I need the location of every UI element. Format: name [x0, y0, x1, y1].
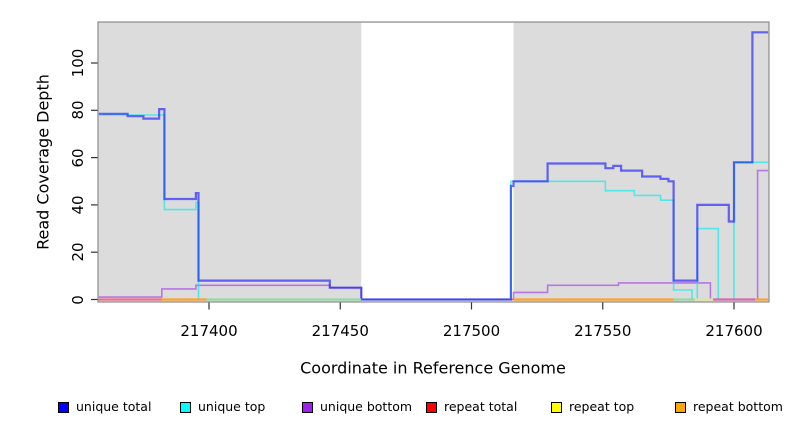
series-unique-total [98, 31, 769, 301]
y-tick-label: 40 [69, 195, 87, 215]
x-tick-label: 217500 [442, 322, 501, 340]
x-tick-label: 217550 [574, 322, 632, 340]
y-tick-label: 80 [69, 100, 87, 120]
series-unique-bottom [98, 169, 769, 301]
series-unique-top [98, 114, 769, 301]
x-tick-label: 217600 [705, 322, 763, 340]
x-tick-label: 217400 [180, 322, 238, 340]
x-axis-title: Coordinate in Reference Genome [300, 358, 566, 378]
plot-box [97, 21, 770, 303]
y-tick-label: 100 [69, 48, 87, 78]
y-tick-label: 0 [69, 294, 87, 305]
y-tick-label: 20 [69, 242, 87, 262]
gap-region [361, 22, 514, 302]
y-tick-label: 60 [69, 148, 87, 168]
y-axis-title: Read Coverage Depth [33, 74, 53, 250]
x-tick-label: 217450 [311, 322, 369, 340]
